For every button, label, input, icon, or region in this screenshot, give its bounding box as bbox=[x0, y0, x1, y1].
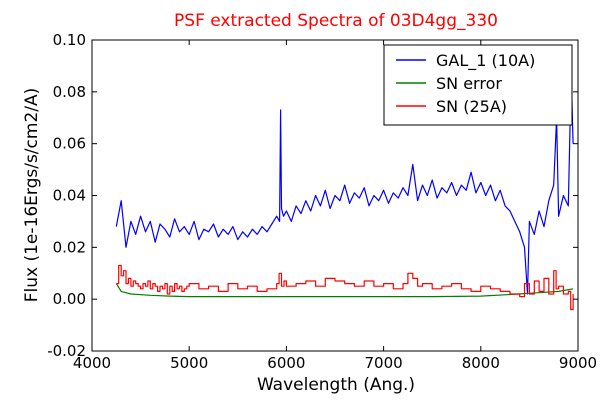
chart-title: PSF extracted Spectra of 03D4gg_330 bbox=[174, 11, 498, 31]
y-tick-label-1: 0.00 bbox=[53, 290, 86, 308]
series-group bbox=[115, 73, 574, 311]
x-tick-label-0: 4000 bbox=[73, 354, 111, 372]
x-tick-label-2: 6000 bbox=[267, 354, 305, 372]
series-line-0 bbox=[115, 73, 574, 295]
y-tick-label-4: 0.06 bbox=[53, 135, 86, 153]
series-line-2 bbox=[116, 264, 574, 311]
x-tick-label-4: 8000 bbox=[462, 354, 500, 372]
y-axis: -0.02 0.00 0.02 0.04 0.06 0.08 0.10 bbox=[47, 31, 578, 360]
y-tick-label-5: 0.08 bbox=[53, 83, 86, 101]
x-axis: 4000 5000 6000 7000 8000 9000 bbox=[73, 40, 597, 372]
y-tick-label-3: 0.04 bbox=[53, 187, 86, 205]
legend-box bbox=[383, 44, 573, 126]
x-tick-label-5: 9000 bbox=[559, 354, 597, 372]
y-axis-label: Flux (1e-16Ergs/s/cm2/A) bbox=[22, 88, 42, 303]
legend-label-2: SN (25A) bbox=[436, 97, 507, 116]
x-tick-label-3: 7000 bbox=[365, 354, 403, 372]
x-tick-label-1: 5000 bbox=[170, 354, 208, 372]
legend-label-1: SN error bbox=[436, 74, 502, 93]
x-axis-label: Wavelength (Ang.) bbox=[257, 375, 415, 395]
y-tick-label-2: 0.02 bbox=[53, 238, 86, 256]
y-tick-label-0: -0.02 bbox=[47, 342, 86, 360]
legend-label-0: GAL_1 (10A) bbox=[436, 51, 535, 71]
legend: GAL_1 (10A) SN error SN (25A) bbox=[383, 44, 573, 126]
y-tick-label-6: 0.10 bbox=[53, 31, 86, 49]
